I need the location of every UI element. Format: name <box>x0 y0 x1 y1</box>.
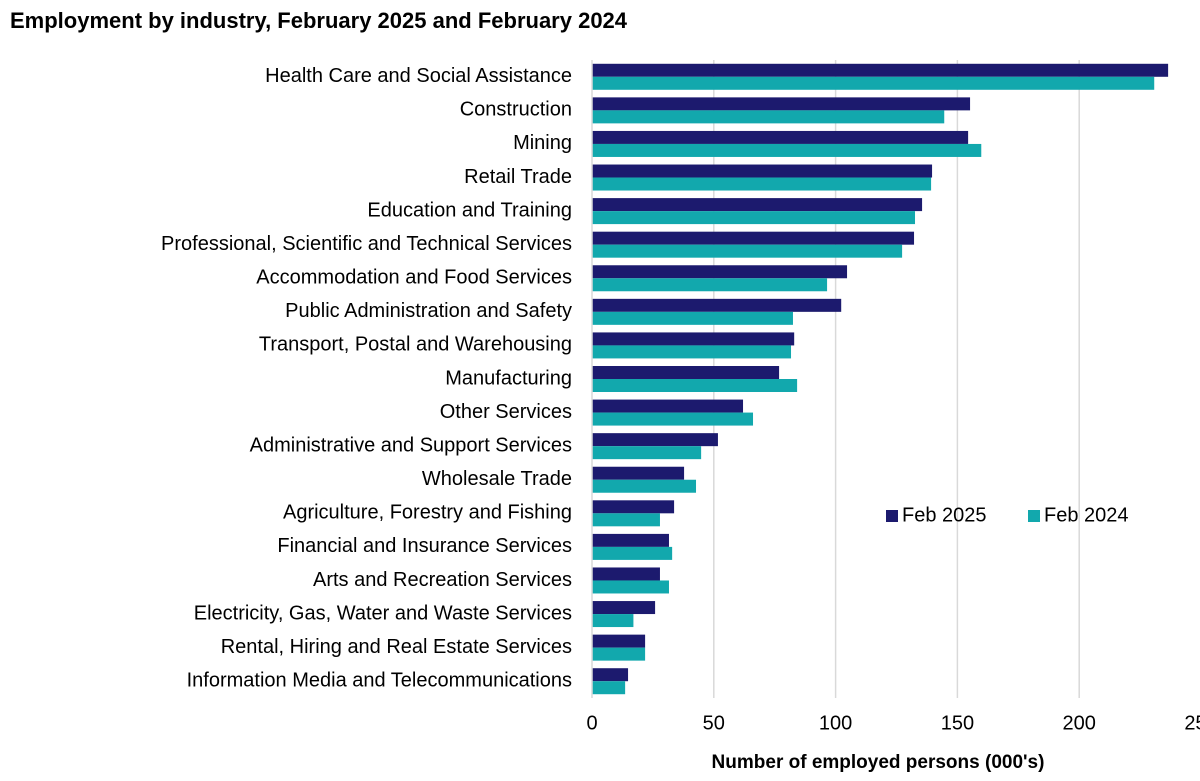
bar <box>592 647 646 661</box>
legend-swatch <box>886 510 898 522</box>
y-tick-label: Electricity, Gas, Water and Waste Servic… <box>194 602 572 624</box>
y-tick-label: Professional, Scientific and Technical S… <box>161 233 572 255</box>
y-tick-label: Education and Training <box>367 199 572 221</box>
bar <box>592 399 744 413</box>
chart-title: Employment by industry, February 2025 an… <box>10 8 628 33</box>
legend-label: Feb 2025 <box>902 504 987 526</box>
y-tick-label: Accommodation and Food Services <box>256 267 572 289</box>
bar <box>592 110 945 124</box>
y-tick-label: Wholesale Trade <box>422 468 572 490</box>
bar <box>592 244 903 258</box>
bar <box>592 298 842 312</box>
bar <box>592 446 702 460</box>
bar <box>592 614 634 628</box>
bar <box>592 63 1169 77</box>
bar <box>592 76 1155 90</box>
bar <box>592 379 798 392</box>
y-tick-label: Arts and Recreation Services <box>313 569 572 591</box>
y-tick-label: Public Administration and Safety <box>285 300 572 322</box>
x-tick-label: 0 <box>586 712 597 734</box>
bar <box>592 546 673 560</box>
y-tick-label: Health Care and Social Assistance <box>265 65 572 87</box>
bar <box>592 366 780 379</box>
x-tick-label: 100 <box>819 712 852 734</box>
y-tick-label: Other Services <box>440 401 572 423</box>
x-tick-label: 150 <box>941 712 974 734</box>
bar <box>592 567 660 581</box>
y-tick-label: Manufacturing <box>445 367 572 389</box>
bar <box>592 231 915 245</box>
bar <box>592 634 646 648</box>
y-tick-label: Information Media and Telecommunications <box>187 669 572 691</box>
bar <box>592 345 792 359</box>
bar <box>592 143 982 157</box>
bar <box>592 533 669 547</box>
x-tick-label: 50 <box>703 712 725 734</box>
bar <box>592 332 795 346</box>
y-tick-label: Rental, Hiring and Real Estate Services <box>221 636 572 658</box>
y-tick-label: Financial and Insurance Services <box>277 535 572 557</box>
y-tick-label: Agriculture, Forestry and Fishing <box>283 502 572 524</box>
bar <box>592 198 923 212</box>
bar <box>592 479 697 493</box>
y-tick-label: Retail Trade <box>464 166 572 188</box>
bar <box>592 278 828 292</box>
bar <box>592 311 793 325</box>
bar <box>592 433 718 447</box>
legend-swatch <box>1028 510 1040 522</box>
x-axis-label: Number of employed persons (000's) <box>712 752 1045 773</box>
y-tick-label: Construction <box>460 99 572 121</box>
y-tick-label: Transport, Postal and Warehousing <box>259 334 572 356</box>
bar <box>592 211 916 225</box>
y-tick-label: Mining <box>513 132 572 154</box>
bar <box>592 601 656 615</box>
bar <box>592 130 969 144</box>
bar <box>592 466 685 480</box>
bar <box>592 177 932 191</box>
bar <box>592 265 848 279</box>
bar <box>592 580 669 594</box>
bar <box>592 412 754 426</box>
bar <box>592 97 971 111</box>
bar <box>592 500 675 514</box>
bar <box>592 164 933 178</box>
x-tick-label: 200 <box>1063 712 1096 734</box>
bar <box>592 513 660 527</box>
bar <box>592 681 626 695</box>
bar <box>592 668 629 682</box>
y-tick-label: Administrative and Support Services <box>250 434 572 456</box>
x-tick-label: 250 <box>1184 712 1200 734</box>
legend-label: Feb 2024 <box>1044 504 1129 526</box>
